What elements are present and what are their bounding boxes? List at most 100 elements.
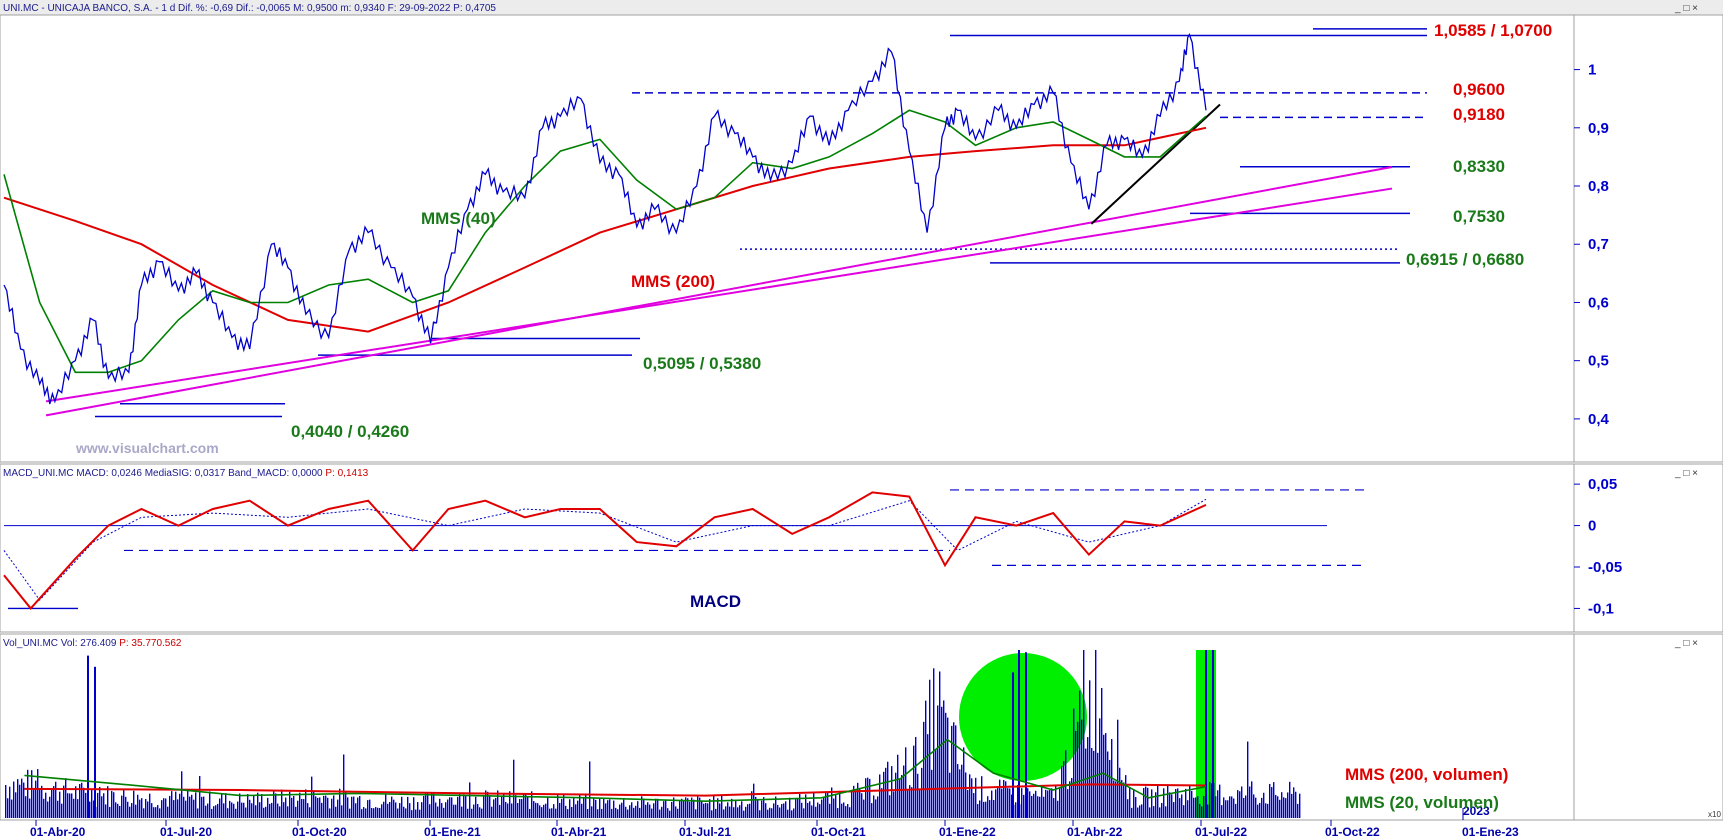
volume-bar xyxy=(585,794,587,818)
volume-bar xyxy=(1215,796,1217,818)
volume-bar xyxy=(1193,797,1195,818)
volume-bar xyxy=(101,796,103,818)
volume-bar xyxy=(1251,781,1253,818)
volume-bar xyxy=(143,808,145,818)
volume-bar xyxy=(1267,803,1269,818)
volume-bar xyxy=(323,795,325,818)
volume-bar xyxy=(1163,788,1165,818)
volume-bar xyxy=(1035,790,1037,818)
title-bar xyxy=(0,0,1723,15)
date-axis-label: 01-Oct-21 xyxy=(811,825,866,839)
volume-bar xyxy=(1053,798,1055,818)
volume-bar xyxy=(553,804,555,818)
volume-bar xyxy=(527,796,529,818)
volume-bar xyxy=(623,799,625,818)
volume-bar xyxy=(1139,805,1141,818)
volume-bar xyxy=(541,807,543,818)
resistance-label-0918: 0,9180 xyxy=(1453,105,1505,124)
volume-bar xyxy=(521,799,523,818)
volume-bar xyxy=(985,801,987,818)
volume-bar xyxy=(223,803,225,818)
volume-bar xyxy=(1135,797,1137,818)
volume-bar xyxy=(799,793,801,818)
volume-bar xyxy=(1001,788,1003,818)
volume-bar xyxy=(495,797,497,818)
volume-bar xyxy=(1149,807,1151,818)
volume-bar xyxy=(111,790,113,818)
volume-bar xyxy=(179,793,181,818)
macd-window-controls[interactable]: _ □ × xyxy=(1674,468,1698,479)
volume-bar xyxy=(909,785,911,818)
volume-bar xyxy=(261,794,263,818)
volume-bar xyxy=(449,797,451,818)
volume-bar xyxy=(461,806,463,818)
volume-bar xyxy=(71,793,73,818)
volume-bar xyxy=(141,798,143,818)
volume-window-controls[interactable]: _ □ × xyxy=(1674,638,1698,649)
volume-bar xyxy=(39,788,41,818)
volume-bar xyxy=(67,793,69,818)
volume-bar xyxy=(779,807,781,818)
volume-bar xyxy=(1077,721,1079,818)
volume-bar xyxy=(1165,806,1167,818)
scale-tag: x10 xyxy=(1708,810,1721,819)
volume-bar xyxy=(275,793,277,818)
volume-bar xyxy=(937,705,939,818)
volume-bar xyxy=(113,792,115,818)
volume-bar xyxy=(783,803,785,818)
volume-bar xyxy=(69,793,71,818)
volume-bar xyxy=(973,793,975,818)
volume-bar xyxy=(353,796,355,818)
volume-bar xyxy=(1103,734,1105,818)
volume-bar xyxy=(625,806,627,818)
volume-bar xyxy=(255,805,257,818)
volume-bar xyxy=(291,797,293,818)
volume-bar xyxy=(669,810,671,818)
volume-bar xyxy=(571,806,573,818)
volume-bar xyxy=(307,803,309,818)
volume-bar xyxy=(1227,800,1229,818)
volume-bar xyxy=(267,797,269,818)
volume-bar xyxy=(485,790,487,818)
volume-bar xyxy=(1189,785,1191,818)
volume-bar xyxy=(743,810,745,818)
volume-bar xyxy=(883,771,885,818)
volume-bar xyxy=(379,808,381,818)
volume-bar xyxy=(229,800,231,818)
volume-mms20-label: MMS (20, volumen) xyxy=(1345,793,1499,812)
volume-bar xyxy=(949,772,951,818)
volume-bar xyxy=(825,791,827,818)
volume-bar xyxy=(803,808,805,818)
price-window-controls[interactable]: _ □ × xyxy=(1674,3,1698,14)
volume-bar xyxy=(191,794,193,818)
price-panel xyxy=(0,14,1723,463)
volume-bar xyxy=(1263,792,1265,818)
volume-bar xyxy=(879,774,881,818)
volume-bar xyxy=(859,788,861,818)
volume-bar xyxy=(209,791,211,818)
volume-bar xyxy=(1191,790,1193,818)
volume-bar xyxy=(299,792,301,818)
volume-bar xyxy=(721,795,723,818)
volume-bar xyxy=(361,809,363,818)
volume-bar xyxy=(861,793,863,818)
volume-bar xyxy=(921,767,923,818)
volume-bar xyxy=(1183,805,1185,818)
volume-bar xyxy=(169,795,171,818)
volume-bar xyxy=(1209,781,1211,818)
volume-bar xyxy=(967,790,969,818)
volume-bar xyxy=(819,804,821,818)
price-axis-label: 0,7 xyxy=(1588,236,1609,253)
volume-bar xyxy=(1161,802,1163,818)
volume-bar xyxy=(935,749,937,818)
volume-bar xyxy=(621,802,623,818)
volume-bar xyxy=(473,804,475,818)
volume-bar xyxy=(1249,786,1251,818)
volume-bar xyxy=(1037,796,1039,818)
volume-bar xyxy=(1177,788,1179,818)
volume-bar xyxy=(1129,786,1131,818)
volume-bar xyxy=(79,784,81,818)
volume-bar xyxy=(841,803,843,818)
volume-bar xyxy=(19,784,21,818)
volume-bar xyxy=(109,806,111,818)
